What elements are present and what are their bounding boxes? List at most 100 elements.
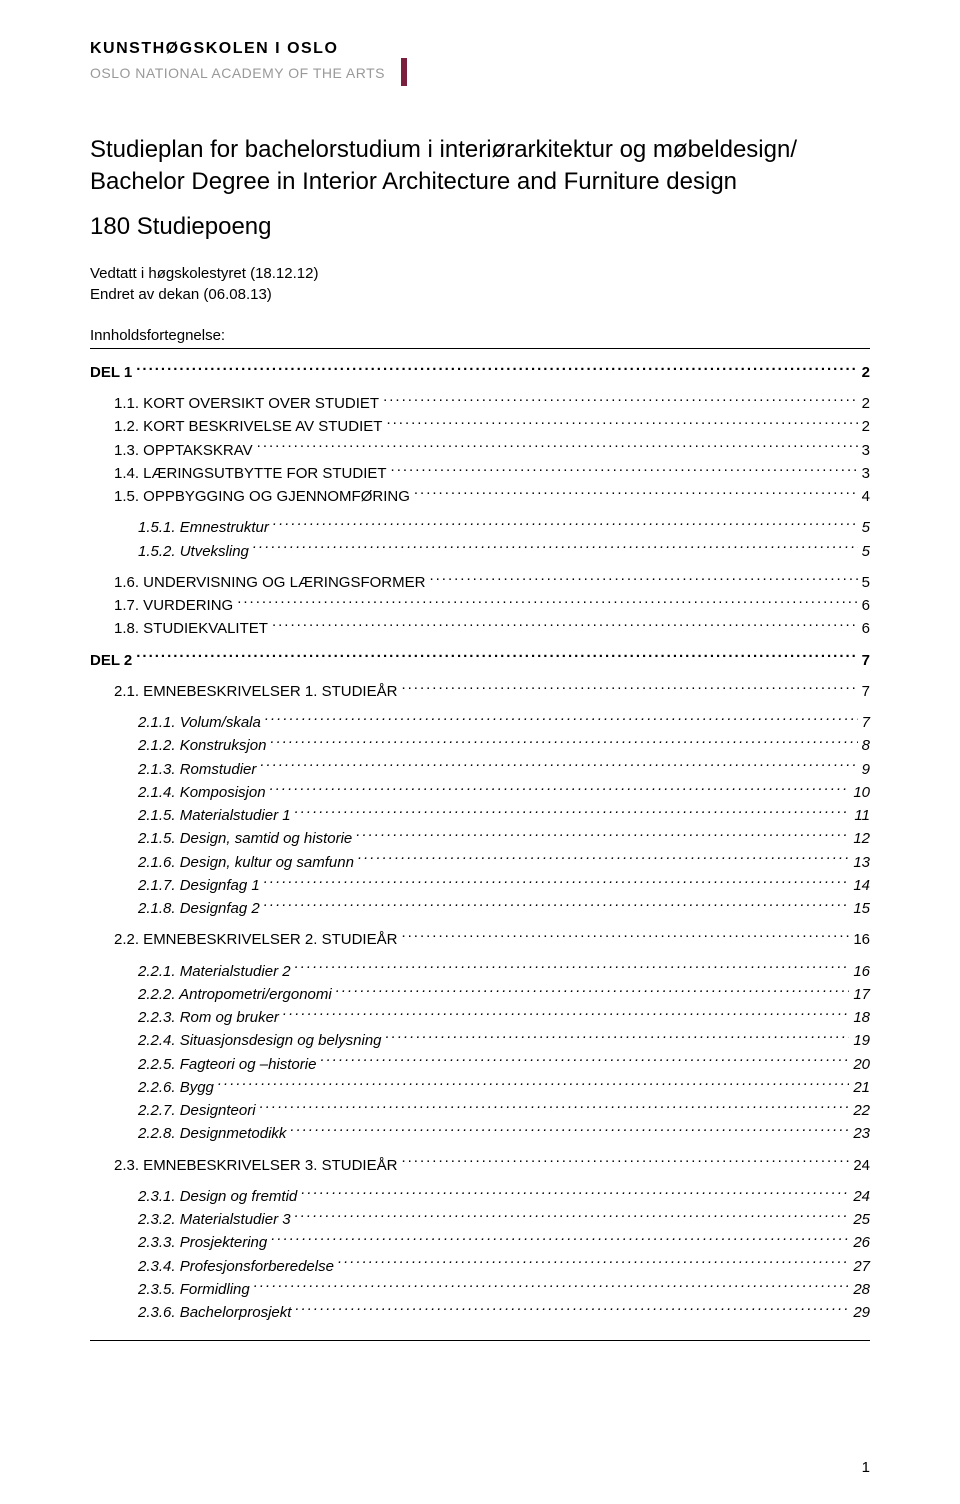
toc-label: 2.2.6. Bygg bbox=[138, 1076, 214, 1099]
toc-label: 1.4. LÆRINGSUTBYTTE FOR STUDIET bbox=[114, 462, 387, 485]
toc-leader bbox=[271, 1232, 849, 1247]
title-block: Studieplan for bachelorstudium i interiø… bbox=[90, 134, 870, 344]
toc-row: 2.2.7. Designteori22 bbox=[138, 1099, 870, 1122]
meta-line-1: Vedtatt i høgskolestyret (18.12.12) bbox=[90, 263, 870, 284]
toc-label: 2.3.1. Design og fremtid bbox=[138, 1185, 297, 1208]
toc-label: 2.2.2. Antropometri/ergonomi bbox=[138, 983, 332, 1006]
toc-leader bbox=[237, 595, 857, 610]
toc-leader bbox=[260, 759, 857, 774]
toc-page: 9 bbox=[862, 758, 870, 781]
toc-row: 2.1.8. Designfag 2 15 bbox=[138, 897, 870, 920]
toc-label: 2.2.3. Rom og bruker bbox=[138, 1006, 279, 1029]
document-header: KUNSTHØGSKOLEN I OSLO OSLO NATIONAL ACAD… bbox=[90, 40, 870, 86]
toc-row: 1.5. OPPBYGGING OG GJENNOMFØRING 4 bbox=[114, 485, 870, 508]
toc-page: 19 bbox=[853, 1029, 870, 1052]
toc-page: 27 bbox=[853, 1255, 870, 1278]
toc-label: 2.1.2. Konstruksjon bbox=[138, 734, 266, 757]
toc-row: 2.1.7. Designfag 114 bbox=[138, 874, 870, 897]
logo-line1: KUNSTHØGSKOLEN I OSLO bbox=[90, 40, 870, 58]
toc-heading: Innholdsfortegnelse: bbox=[90, 327, 870, 344]
toc-label: 2.3.6. Bachelorprosjekt bbox=[138, 1301, 291, 1324]
toc-leader bbox=[270, 735, 857, 750]
toc-page: 17 bbox=[853, 983, 870, 1006]
toc-leader bbox=[264, 875, 850, 890]
toc-page: 13 bbox=[853, 851, 870, 874]
toc-page: 20 bbox=[853, 1053, 870, 1076]
toc-row: 2.3.1. Design og fremtid 24 bbox=[138, 1185, 870, 1208]
toc-leader bbox=[356, 828, 849, 843]
toc-page: 2 bbox=[862, 415, 870, 438]
toc-row: 2.2.5. Fagteori og –historie 20 bbox=[138, 1053, 870, 1076]
toc-label: DEL 2 bbox=[90, 649, 132, 672]
toc-row: 2.2.3. Rom og bruker 18 bbox=[138, 1006, 870, 1029]
toc-page: 16 bbox=[853, 928, 870, 951]
toc-label: 2.1.8. Designfag 2 bbox=[138, 897, 260, 920]
toc-row: 2.2.4. Situasjonsdesign og belysning19 bbox=[138, 1029, 870, 1052]
toc-page: 21 bbox=[853, 1076, 870, 1099]
toc-label: 2.1.7. Designfag 1 bbox=[138, 874, 260, 897]
toc-row: 2.1. EMNEBESKRIVELSER 1. STUDIEÅR7 bbox=[114, 680, 870, 703]
toc-leader bbox=[295, 961, 850, 976]
toc-label: 2.1.5. Materialstudier 1 bbox=[138, 804, 291, 827]
toc-leader bbox=[401, 1155, 849, 1170]
toc-page: 18 bbox=[853, 1006, 870, 1029]
toc-row: 2.1.3. Romstudier 9 bbox=[138, 758, 870, 781]
toc-label: DEL 1 bbox=[90, 361, 132, 384]
toc-label: 1.5. OPPBYGGING OG GJENNOMFØRING bbox=[114, 485, 410, 508]
toc-label: 2.1.3. Romstudier bbox=[138, 758, 256, 781]
toc-page: 3 bbox=[862, 439, 870, 462]
toc-leader bbox=[386, 416, 857, 431]
toc-leader bbox=[264, 898, 850, 913]
logo-line2: OSLO NATIONAL ACADEMY OF THE ARTS bbox=[90, 65, 385, 81]
toc-row: 2.3.6. Bachelorprosjekt29 bbox=[138, 1301, 870, 1324]
toc-page: 24 bbox=[853, 1185, 870, 1208]
toc-row: 2.3. EMNEBESKRIVELSER 3. STUDIEÅR24 bbox=[114, 1154, 870, 1177]
toc-row: 2.1.5. Materialstudier 1 11 bbox=[138, 804, 870, 827]
toc-leader bbox=[295, 1209, 850, 1224]
toc-page: 8 bbox=[862, 734, 870, 757]
toc-label: 2.3. EMNEBESKRIVELSER 3. STUDIEÅR bbox=[114, 1154, 397, 1177]
toc-row: 1.5.1. Emnestruktur5 bbox=[138, 516, 870, 539]
toc-label: 2.2. EMNEBESKRIVELSER 2. STUDIEÅR bbox=[114, 928, 397, 951]
toc-page: 12 bbox=[853, 827, 870, 850]
toc-page: 7 bbox=[862, 649, 870, 672]
toc-label: 1.5.2. Utveksling bbox=[138, 540, 249, 563]
toc-page: 16 bbox=[853, 960, 870, 983]
toc-page: 10 bbox=[853, 781, 870, 804]
toc-page: 15 bbox=[853, 897, 870, 920]
toc-label: 1.8. STUDIEKVALITET bbox=[114, 617, 268, 640]
toc-row: 1.5.2. Utveksling5 bbox=[138, 540, 870, 563]
credits: 180 Studiepoeng bbox=[90, 213, 870, 241]
toc-leader bbox=[283, 1007, 849, 1022]
toc-row: 1.3. OPPTAKSKRAV3 bbox=[114, 439, 870, 462]
toc-leader bbox=[260, 1100, 850, 1115]
toc-row: 1.7. VURDERING6 bbox=[114, 594, 870, 617]
toc-leader bbox=[273, 517, 858, 532]
toc-page: 4 bbox=[862, 485, 870, 508]
toc-row: 1.4. LÆRINGSUTBYTTE FOR STUDIET3 bbox=[114, 462, 870, 485]
toc-label: 1.5.1. Emnestruktur bbox=[138, 516, 269, 539]
toc-label: 2.2.5. Fagteori og –historie bbox=[138, 1053, 316, 1076]
toc-row: 2.3.3. Prosjektering26 bbox=[138, 1231, 870, 1254]
toc-leader bbox=[391, 463, 858, 478]
toc-label: 2.3.5. Formidling bbox=[138, 1278, 250, 1301]
toc-leader bbox=[257, 440, 858, 455]
toc-leader bbox=[338, 1256, 849, 1271]
toc-page: 11 bbox=[854, 804, 870, 827]
table-of-contents: DEL 121.1. KORT OVERSIKT OVER STUDIET21.… bbox=[90, 361, 870, 1325]
toc-leader bbox=[253, 541, 858, 556]
toc-page: 22 bbox=[853, 1099, 870, 1122]
toc-page: 26 bbox=[853, 1231, 870, 1254]
toc-leader bbox=[401, 681, 857, 696]
meta-block: Vedtatt i høgskolestyret (18.12.12) Endr… bbox=[90, 263, 870, 305]
toc-page: 25 bbox=[853, 1208, 870, 1231]
toc-row: 2.2.6. Bygg 21 bbox=[138, 1076, 870, 1099]
toc-page: 23 bbox=[853, 1122, 870, 1145]
toc-page: 2 bbox=[862, 361, 870, 384]
toc-leader bbox=[301, 1186, 849, 1201]
toc-row: 2.1.6. Design, kultur og samfunn 13 bbox=[138, 851, 870, 874]
toc-page: 2 bbox=[862, 392, 870, 415]
toc-row: 2.1.4. Komposisjon10 bbox=[138, 781, 870, 804]
toc-label: 2.1.6. Design, kultur og samfunn bbox=[138, 851, 354, 874]
toc-row: 2.2.8. Designmetodikk23 bbox=[138, 1122, 870, 1145]
